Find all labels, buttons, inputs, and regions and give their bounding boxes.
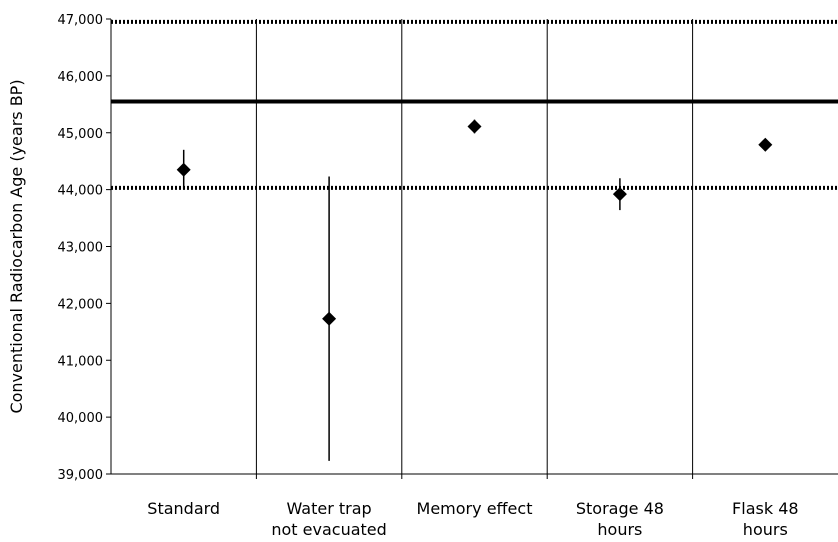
x-category-label: hours — [743, 520, 788, 539]
data-point-marker — [176, 162, 191, 177]
y-tick-label: 46,000 — [58, 70, 104, 85]
x-category-label: not evacuated — [271, 520, 386, 539]
y-axis: 39,000 40,000 41,000 42,000 43,000 44,000 45,0… — [58, 13, 111, 483]
y-tick-label: 44,000 — [58, 184, 104, 199]
y-tick-label: 45,000 — [58, 127, 104, 142]
y-tick-label: 40,000 — [58, 411, 104, 426]
y-tick-label: 39,000 — [58, 468, 104, 483]
x-category-label: Flask 48 — [732, 499, 799, 518]
x-category-label: hours — [597, 520, 642, 539]
plot-area — [110, 19, 838, 475]
y-tick-label: 41,000 — [58, 354, 104, 369]
x-category-label: Standard — [147, 499, 220, 518]
x-category-label: Water trap — [286, 499, 371, 518]
data-point-marker — [612, 187, 627, 202]
y-axis-title: Conventional Radiocarbon Age (years BP) — [7, 79, 26, 413]
data-point-marker — [467, 119, 482, 134]
data-point-marker — [322, 311, 337, 326]
x-axis: Standard Water trap not evacuated Memory ef… — [147, 499, 798, 539]
reference-lines — [111, 19, 838, 190]
y-tick-label: 43,000 — [58, 241, 104, 256]
category-separators — [255, 19, 694, 479]
data-markers — [176, 119, 773, 326]
y-tick-label: 42,000 — [58, 297, 104, 312]
x-category-label: Storage 48 — [576, 499, 664, 518]
data-point-marker — [758, 137, 773, 152]
y-tick-label: 47,000 — [58, 13, 104, 28]
x-category-label: Memory effect — [417, 499, 533, 518]
error-bars — [182, 119, 767, 461]
